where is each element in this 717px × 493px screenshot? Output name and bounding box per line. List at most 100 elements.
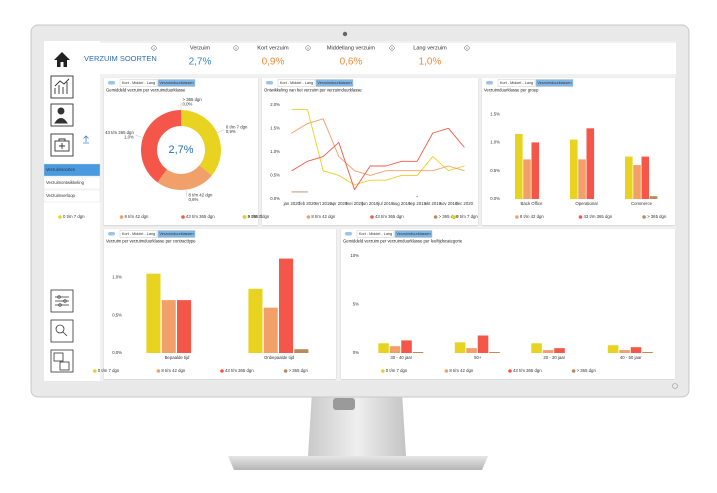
tab-label[interactable]: Verzuimduurklassen [159, 81, 193, 85]
line-series [291, 108, 465, 186]
info-icon[interactable] [464, 45, 470, 51]
search-icon[interactable] [50, 319, 74, 343]
panel [341, 229, 675, 379]
bar [641, 156, 650, 199]
kpi-label: Kort verzuim [257, 45, 289, 51]
legend-label: 43 t/m 365 dgn [186, 214, 215, 219]
kpi-value: 1,0% [419, 57, 442, 68]
legend-label: 0 t/m 7 dgn [98, 368, 120, 373]
settings-icon[interactable] [50, 289, 74, 313]
panel [104, 229, 336, 379]
tab[interactable] [157, 79, 196, 87]
donut-slice [140, 110, 181, 183]
tab[interactable] [157, 230, 196, 238]
legend-swatch [642, 215, 646, 219]
kpi-value: 2,7% [189, 57, 212, 68]
info-icon[interactable] [233, 45, 239, 51]
toggle[interactable] [108, 81, 115, 85]
x-tick-label: jul 2019 [377, 201, 394, 206]
legend-swatch [451, 215, 456, 219]
legend-label: > 365 dgn [248, 214, 268, 219]
bar [586, 128, 595, 199]
toggle[interactable] [108, 232, 115, 236]
chart-title: Verzuim per verzuimduurklasse per contra… [106, 239, 196, 244]
bar [630, 347, 642, 353]
bar [619, 350, 630, 353]
bar [412, 352, 424, 353]
tab[interactable] [119, 79, 158, 87]
menu-label[interactable]: Verzuimsoorten [46, 167, 76, 172]
info-icon[interactable] [389, 45, 395, 51]
donut-slice [157, 165, 212, 191]
y-tick-label: 1.5% [490, 111, 500, 116]
y-tick-label: 0.0% [490, 196, 500, 201]
legend-swatch [444, 369, 449, 373]
bar [531, 142, 540, 199]
help-icon[interactable] [50, 349, 74, 373]
tab-label[interactable]: Verzuimduurklassen [159, 232, 193, 236]
tab[interactable] [277, 79, 316, 87]
page-title: VERZUIM SOORTEN [84, 54, 157, 63]
bar [523, 159, 531, 199]
legend-swatch [119, 215, 124, 219]
bar [378, 343, 389, 353]
leader-line [135, 135, 144, 138]
tab-label[interactable]: Kort - Middel - Lang [359, 232, 392, 236]
menu-item[interactable] [43, 189, 101, 203]
x-tick-label: feb 2020 [299, 201, 316, 206]
tab[interactable] [497, 79, 536, 87]
person-icon[interactable] [50, 103, 74, 127]
legend-swatch [571, 369, 576, 373]
toggle[interactable] [486, 81, 493, 85]
toggle[interactable] [266, 81, 273, 85]
info-icon[interactable] [305, 45, 311, 51]
x-tick-label: 50+ [474, 355, 482, 360]
legend-swatch [181, 215, 185, 219]
legend-label: > 365 dgn [577, 368, 597, 373]
chart-title: Verzuimduurklasse per groep [484, 88, 539, 93]
x-tick-label: jan 2020 [283, 201, 301, 206]
medical-icon[interactable] [50, 133, 74, 157]
slice-value-label: 0,9% [226, 129, 236, 134]
tab[interactable] [535, 79, 574, 87]
menu-label[interactable]: Verzuimontwikkeling [46, 180, 85, 185]
bar [177, 300, 192, 353]
tab-label[interactable]: Verzuimduurklassen [396, 232, 430, 236]
menu-item[interactable] [43, 176, 101, 190]
legend-label: 8 t/m 42 dgn [311, 214, 335, 219]
tab-label[interactable]: Verzuimduurklassen [317, 81, 351, 85]
toggle[interactable] [345, 232, 352, 236]
kpi-label: Verzuim [190, 45, 211, 51]
chart-title: Ontwikkeling van het verzuim per verzuim… [264, 88, 362, 93]
tab-label[interactable]: Verzuimduurklassen [537, 81, 571, 85]
legend-swatch [156, 369, 161, 373]
tab-label[interactable]: Kort - Middel - Lang [500, 81, 533, 85]
menu-label[interactable]: Verzuimverloop [46, 193, 76, 198]
y-tick-label: 1.0% [490, 140, 500, 145]
legend-swatch [58, 215, 62, 219]
legend-label: 0 t/m 7 dgn [456, 214, 478, 219]
x-tick-label: Commerce [631, 201, 653, 206]
bar [454, 342, 466, 353]
bar [531, 343, 542, 353]
monitor-base [228, 456, 488, 470]
x-tick-label: apr 2020 [330, 201, 348, 206]
slice-label: 8 t/m 42 dgn [189, 192, 213, 197]
x-tick-label: aug 2019 [393, 201, 412, 206]
legend-swatch [306, 215, 311, 219]
tab-label[interactable]: Kort - Middel - Lang [280, 81, 313, 85]
tab[interactable] [315, 79, 354, 87]
tab-label[interactable]: Kort - Middel - Lang [122, 81, 155, 85]
bar [294, 349, 309, 353]
tab[interactable] [356, 230, 395, 238]
bar [542, 350, 554, 353]
tab[interactable] [394, 230, 433, 238]
menu-item[interactable] [43, 163, 101, 177]
tab-label[interactable]: Kort - Middel - Lang [122, 232, 155, 236]
x-tick-label: Onbepaalde tijd [264, 355, 295, 360]
info-icon[interactable] [151, 45, 157, 51]
upload-icon[interactable] [83, 135, 89, 144]
chart-icon[interactable] [50, 75, 74, 99]
home-icon[interactable] [54, 52, 70, 67]
tab[interactable] [119, 230, 158, 238]
